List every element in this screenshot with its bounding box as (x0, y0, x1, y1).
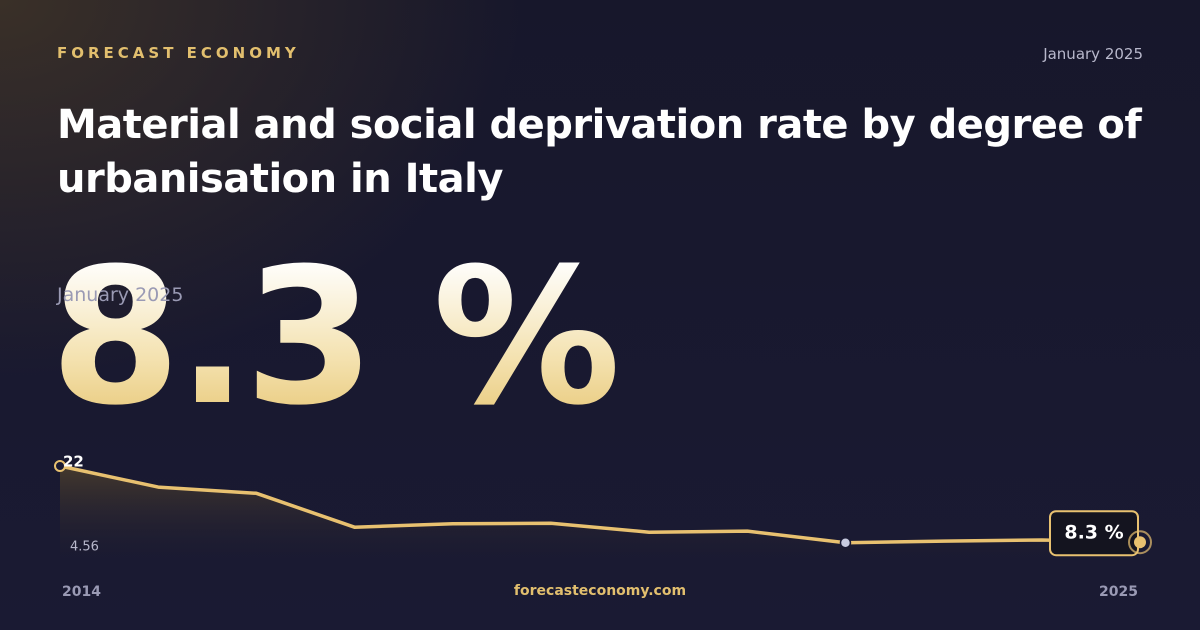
start-point (54, 460, 66, 472)
headline-value: 8.3 % (50, 228, 621, 447)
brand: FORECAST ECONOMY (57, 44, 300, 62)
headline-date: January 2025 (57, 284, 184, 306)
x-tick-label: 2025 (1099, 584, 1138, 600)
header-date: January 2025 (1043, 45, 1143, 63)
y-tick-label: 22 (63, 453, 84, 471)
chart-title: Material and social deprivation rate by … (57, 102, 1142, 202)
end-halo (1128, 530, 1152, 555)
min-point (839, 537, 852, 549)
line (59, 464, 1141, 545)
y-tick-label: 4.56 (70, 540, 99, 555)
site-url: forecasteconomy.com (513, 583, 687, 599)
end-point (1134, 536, 1146, 549)
value-label: 8.3 % (1064, 522, 1123, 544)
area (60, 466, 1140, 563)
value-badge (1049, 510, 1139, 557)
x-tick-label: 2014 (62, 584, 101, 600)
